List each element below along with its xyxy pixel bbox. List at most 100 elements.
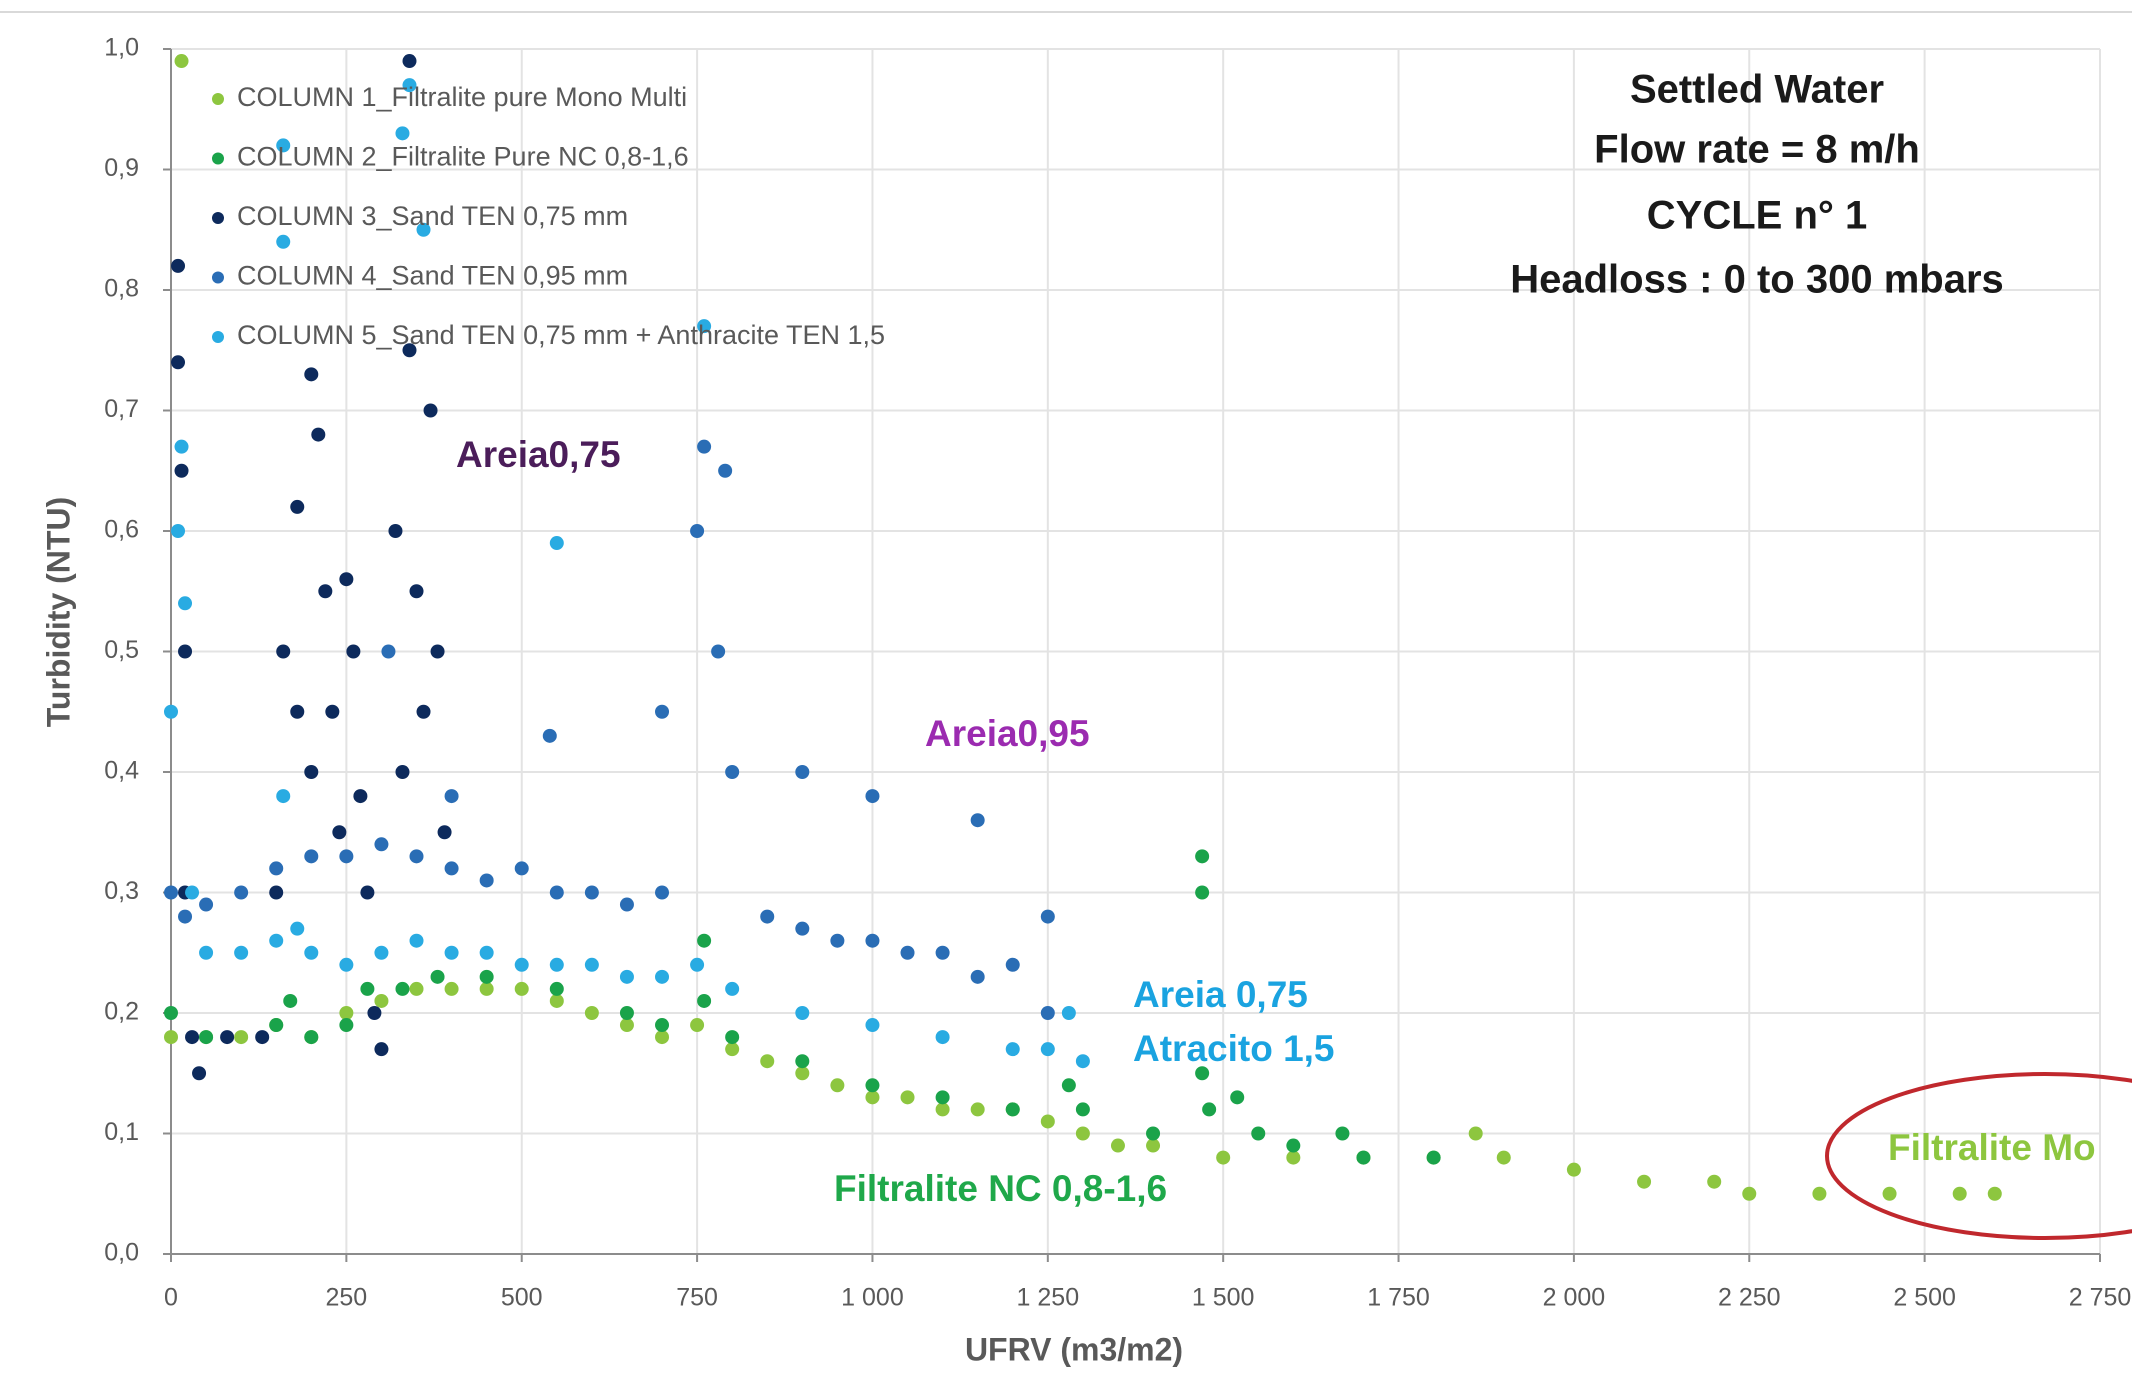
point bbox=[171, 355, 186, 370]
point bbox=[690, 1018, 705, 1033]
point bbox=[549, 993, 564, 1008]
point bbox=[1061, 1078, 1076, 1093]
point bbox=[234, 945, 249, 960]
point bbox=[199, 945, 214, 960]
point bbox=[1195, 885, 1210, 900]
point bbox=[269, 885, 284, 900]
point bbox=[1075, 1102, 1090, 1117]
point bbox=[549, 981, 564, 996]
chart-title: Headloss : 0 to 300 mbars bbox=[1510, 258, 2004, 302]
point bbox=[697, 933, 712, 948]
point bbox=[1251, 1126, 1266, 1141]
legend-marker bbox=[212, 152, 224, 165]
x-tick-label: 750 bbox=[676, 1284, 718, 1312]
point bbox=[795, 1066, 810, 1081]
chart-title: CYCLE n° 1 bbox=[1647, 194, 1867, 238]
x-tick-label: 1 250 bbox=[1017, 1284, 1080, 1312]
point bbox=[619, 1006, 634, 1020]
point bbox=[374, 993, 389, 1008]
point bbox=[178, 644, 193, 659]
point bbox=[1040, 909, 1055, 924]
point bbox=[444, 789, 459, 804]
point bbox=[549, 885, 564, 900]
point bbox=[185, 885, 200, 900]
legend-label: COLUMN 3_Sand TEN 0,75 mm bbox=[237, 201, 628, 231]
point bbox=[655, 1018, 670, 1033]
point bbox=[409, 584, 424, 599]
y-tick-label: 0,7 bbox=[104, 395, 139, 423]
point bbox=[185, 1030, 200, 1045]
annotation: Atracito 1,5 bbox=[1133, 1028, 1335, 1069]
point bbox=[542, 728, 557, 743]
point bbox=[1812, 1186, 1827, 1201]
point bbox=[549, 957, 564, 972]
point bbox=[339, 849, 354, 864]
point bbox=[444, 981, 459, 996]
point bbox=[395, 981, 410, 996]
y-tick-label: 0,5 bbox=[104, 636, 139, 664]
point bbox=[935, 945, 950, 960]
chart-title: Flow rate = 8 m/h bbox=[1594, 128, 1920, 172]
point bbox=[718, 463, 733, 478]
x-tick-label: 2 750 bbox=[2069, 1284, 2132, 1312]
point bbox=[409, 981, 424, 996]
point bbox=[402, 343, 417, 358]
point bbox=[409, 933, 424, 948]
point bbox=[164, 1030, 178, 1045]
legend-label: COLUMN 1_Filtralite pure Mono Multi bbox=[237, 82, 687, 112]
point bbox=[269, 933, 284, 948]
point bbox=[360, 981, 375, 996]
point bbox=[830, 1078, 845, 1093]
point bbox=[388, 524, 403, 538]
point bbox=[304, 945, 319, 960]
point bbox=[619, 1018, 634, 1033]
point bbox=[1335, 1126, 1350, 1141]
annotation: Filtralite NC 0,8-1,6 bbox=[834, 1168, 1167, 1209]
point bbox=[430, 644, 445, 659]
x-tick-label: 2 500 bbox=[1893, 1284, 1956, 1312]
point bbox=[760, 909, 775, 924]
point bbox=[395, 765, 410, 779]
point bbox=[430, 969, 445, 984]
y-tick-label: 0,1 bbox=[104, 1118, 139, 1146]
x-tick-label: 1 000 bbox=[841, 1284, 904, 1312]
point bbox=[549, 536, 564, 551]
point bbox=[479, 873, 494, 888]
point bbox=[725, 765, 740, 779]
point bbox=[192, 1066, 207, 1081]
point bbox=[865, 1078, 880, 1093]
point bbox=[690, 524, 705, 538]
point bbox=[269, 1018, 284, 1033]
point bbox=[444, 861, 459, 876]
point bbox=[725, 981, 740, 996]
point bbox=[1005, 1042, 1020, 1057]
point bbox=[353, 789, 368, 804]
point bbox=[1005, 1102, 1020, 1117]
legend-marker bbox=[212, 331, 224, 343]
point bbox=[1742, 1186, 1757, 1201]
point bbox=[1146, 1126, 1161, 1141]
point bbox=[444, 945, 459, 960]
y-tick-label: 0,4 bbox=[104, 757, 139, 785]
point bbox=[655, 885, 670, 900]
point bbox=[1230, 1090, 1245, 1105]
point bbox=[795, 765, 810, 779]
marks bbox=[164, 54, 2002, 1201]
point bbox=[164, 885, 178, 900]
point bbox=[325, 704, 340, 719]
point bbox=[416, 704, 431, 719]
point bbox=[423, 403, 438, 418]
point bbox=[935, 1102, 950, 1117]
point bbox=[1566, 1162, 1581, 1177]
point bbox=[409, 849, 424, 864]
point bbox=[199, 897, 214, 912]
point bbox=[1637, 1174, 1652, 1189]
point bbox=[164, 1006, 178, 1020]
point bbox=[171, 258, 186, 273]
point bbox=[1040, 1042, 1055, 1057]
point bbox=[339, 957, 354, 972]
point bbox=[304, 367, 319, 382]
point bbox=[276, 138, 291, 153]
legend-marker bbox=[212, 93, 224, 105]
point bbox=[199, 1030, 214, 1045]
